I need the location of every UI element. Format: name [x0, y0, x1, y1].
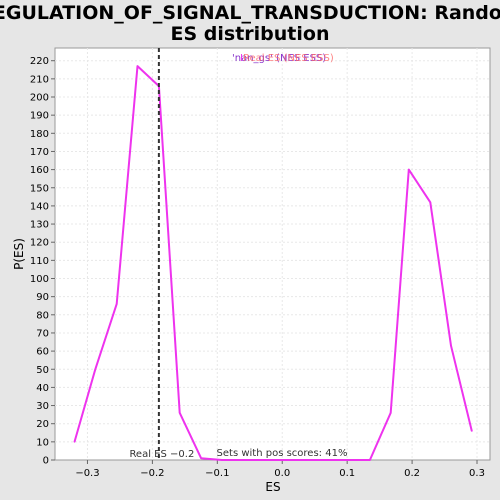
x-axis-title: ES: [265, 480, 280, 494]
y-axis-title: P(ES): [12, 238, 26, 270]
es-density-line: [73, 65, 473, 461]
y-tick-label: 60: [36, 347, 49, 358]
y-tick-label: 150: [30, 183, 49, 194]
chart-title-line-2: ES distribution: [171, 23, 330, 45]
x-tick-label: 0.1: [339, 468, 355, 479]
es-density-point: [429, 201, 432, 204]
es-density-point: [408, 168, 410, 171]
plot-area: [54, 47, 491, 461]
y-tick-label: 10: [36, 437, 49, 448]
y-tick-label: 180: [30, 129, 49, 140]
annotation-layer: Real ES −0.2 Sets with pos scores: 41%: [129, 48, 347, 460]
es-density-point: [284, 459, 287, 461]
y-tick-label: 170: [30, 147, 49, 158]
es-density-point: [136, 65, 139, 67]
es-density-point: [326, 459, 329, 461]
y-tick-label: 110: [30, 256, 49, 267]
y-tick-label: 160: [30, 165, 49, 176]
es-density-point: [178, 412, 181, 414]
es-density-point: [305, 459, 308, 461]
legend-entry-real-es: Real ES (NES ESS): [243, 53, 334, 64]
es-density-point: [347, 459, 350, 461]
y-tick-label: 140: [30, 201, 49, 212]
y-tick-label: 220: [30, 56, 49, 67]
series-layer: [73, 65, 473, 461]
x-tick-label: −0.2: [140, 468, 164, 479]
es-density-point: [115, 303, 118, 305]
legend: 'nan_gs' (NES ESS) I Real ES (NES ESS): [232, 53, 334, 64]
es-density-point: [221, 459, 223, 461]
x-tick-label: 0.2: [404, 468, 420, 479]
chart-title-line-1: REGULATION_OF_SIGNAL_TRANSDUCTION: Rando…: [0, 2, 500, 24]
x-tick-label: −0.1: [205, 468, 229, 479]
y-tick-label: 190: [30, 111, 49, 122]
es-density-point: [450, 344, 452, 347]
es-density-point: [242, 459, 245, 461]
es-density-point: [73, 441, 76, 443]
y-tick-label: 40: [36, 383, 49, 394]
y-tick-label: 50: [36, 365, 49, 376]
y-tick-label: 30: [36, 401, 49, 412]
x-tick-label: 0.0: [274, 468, 290, 479]
y-tick-label: 210: [30, 74, 49, 85]
es-density-point: [389, 412, 392, 414]
real-es-label: Real ES −0.2: [129, 449, 194, 460]
y-tick-label: 200: [30, 93, 49, 104]
legend-entry-random: I: [240, 53, 243, 64]
es-density-point: [369, 459, 371, 461]
y-tick-label: 70: [36, 328, 49, 339]
axis-layer: 0 10 20 30 40 50 60 70 80 90 100 110 120 130 140 150 160…: [30, 56, 485, 479]
y-tick-label: 90: [36, 292, 49, 303]
x-tick-label: 0.3: [469, 468, 485, 479]
pos-scores-label: Sets with pos scores: 41%: [217, 448, 348, 459]
y-tick-label: 100: [30, 274, 49, 285]
y-tick-label: 120: [30, 238, 49, 249]
es-density-point: [94, 368, 97, 371]
x-tick-label: −0.3: [75, 468, 99, 479]
legend-entry-gene-set: 'nan_gs' (NES ESS): [232, 53, 326, 64]
es-density-point: [471, 430, 473, 432]
es-density-point: [263, 459, 265, 461]
y-tick-label: 20: [36, 419, 49, 430]
y-tick-label: 130: [30, 220, 49, 231]
y-tick-label: 0: [43, 456, 49, 467]
y-tick-label: 80: [36, 310, 49, 321]
es-density-point: [200, 457, 202, 459]
